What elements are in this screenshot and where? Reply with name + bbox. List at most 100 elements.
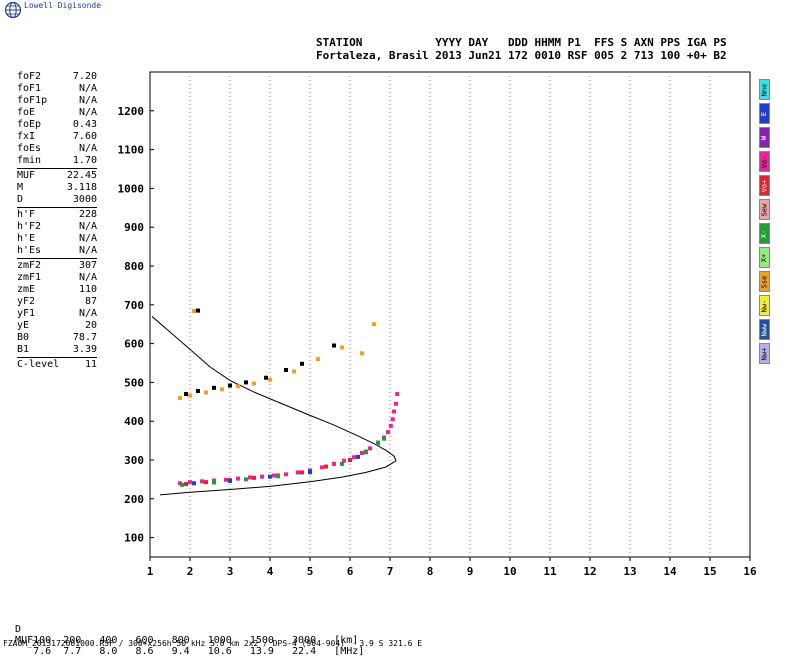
param-value: 0.43 [72, 119, 97, 130]
legend-tab[interactable]: Sse [759, 271, 770, 292]
legend-tab[interactable]: Vo+ [759, 175, 770, 196]
echo-point [184, 392, 188, 397]
legend-tab[interactable]: W [759, 127, 770, 148]
param-value: 22.45 [66, 170, 97, 181]
echo-point [342, 458, 346, 463]
param-row: zmE 110 [17, 284, 97, 296]
y-tick-label: 900 [124, 221, 144, 234]
param-row: foF1 N/A [17, 83, 97, 95]
param-row: yF1 N/A [17, 308, 97, 320]
param-label: foEs [17, 143, 42, 154]
distance-value: 800 [153, 635, 190, 646]
legend-tab[interactable]: X- [759, 223, 770, 244]
echo-point [394, 401, 398, 406]
echo-point [352, 455, 356, 460]
legend-tab-label: X- [760, 229, 769, 238]
legend-tab-label: X+ [760, 253, 769, 262]
distance-value: 200 [51, 635, 82, 646]
param-value: 78.7 [72, 332, 97, 343]
header-values: Fortaleza, Brasil 2013 Jun21 172 0010 RS… [316, 49, 727, 62]
param-row: foEp 0.43 [17, 119, 97, 131]
echo-point [192, 481, 196, 486]
x-tick-label: 13 [623, 565, 636, 578]
muf-label: MUF [15, 635, 34, 646]
y-tick-label: 800 [124, 260, 144, 273]
param-separator [17, 207, 97, 208]
echo-point [196, 308, 200, 313]
legend-tab[interactable]: Sew [759, 199, 770, 220]
echo-point [180, 482, 184, 487]
echo-point [395, 392, 400, 397]
echo-point [324, 464, 328, 469]
echo-point [228, 478, 232, 483]
echo-point [188, 480, 192, 485]
echo-point [252, 475, 256, 480]
param-label: foF2 [17, 71, 42, 82]
echo-point [368, 446, 372, 451]
param-label: zmF2 [17, 260, 42, 271]
distance-values: 100 200 400 600 800 1000 1500 3000 [km] [15, 635, 358, 646]
legend-tab[interactable]: Nne [759, 79, 770, 100]
legend-tab[interactable]: X+ [759, 247, 770, 268]
param-value: 7.20 [72, 71, 97, 82]
x-tick-label: 9 [467, 565, 474, 578]
y-tick-label: 1000 [118, 182, 145, 195]
echo-point [320, 465, 324, 470]
legend-tab[interactable]: Vo- [759, 151, 770, 172]
echo-point [340, 345, 344, 350]
param-label: yE [17, 320, 30, 331]
legend-tab[interactable]: Nw- [759, 295, 770, 316]
echo-point [332, 343, 336, 348]
param-value: 87 [84, 296, 97, 307]
echo-point [276, 474, 280, 479]
param-value: 11 [84, 359, 97, 370]
param-label: yF1 [17, 308, 36, 319]
echo-point [192, 309, 196, 314]
echo-point [272, 473, 276, 478]
param-label: zmF1 [17, 272, 42, 283]
echo-point [388, 423, 393, 428]
y-tick-label: 1200 [118, 105, 145, 118]
param-row: foF2 7.20 [17, 71, 97, 83]
param-label: fxI [17, 131, 36, 142]
echo-point [386, 430, 390, 435]
legend-tab[interactable]: Nw+ [759, 343, 770, 364]
echo-point [212, 385, 216, 390]
legend-tab-label: Nw+ [760, 347, 769, 360]
distance-value: 100 [15, 635, 52, 646]
legend-tab[interactable]: Nww [759, 319, 770, 340]
param-label: fmin [17, 155, 42, 166]
echo-point [236, 384, 240, 389]
param-label: B1 [17, 344, 30, 355]
param-separator [17, 357, 97, 358]
param-label: h'F [17, 209, 36, 220]
logo-text: Lowell Digisonde [24, 1, 102, 10]
param-row: C-level 11 [17, 359, 97, 371]
legend-tab-label: E [760, 111, 769, 116]
param-row: fxI 7.60 [17, 131, 97, 143]
param-row: fmin 1.70 [17, 155, 97, 167]
echo-point [340, 461, 344, 466]
param-label: C-level [17, 359, 60, 370]
param-row: foEs N/A [17, 143, 97, 155]
x-tick-label: 11 [543, 565, 557, 578]
param-value: N/A [78, 107, 97, 118]
param-label: foF1 [17, 83, 42, 94]
x-tick-label: 10 [503, 565, 516, 578]
echo-point [252, 381, 256, 386]
echo-point [260, 474, 264, 479]
echo-point [308, 469, 312, 474]
y-tick-label: 100 [124, 532, 144, 545]
param-row: h'F 228 [17, 209, 97, 221]
legend-tab-label: Nw- [760, 299, 769, 312]
y-tick-label: 600 [124, 338, 144, 351]
y-tick-label: 500 [124, 376, 144, 389]
x-tick-label: 15 [703, 565, 716, 578]
param-row: B1 3.39 [17, 344, 97, 356]
legend-tab[interactable]: E [759, 103, 770, 124]
param-row: M 3.118 [17, 182, 97, 194]
param-label: yF2 [17, 296, 36, 307]
distance-row: D 100 200 400 600 800 1000 1500 3000 [km… [3, 613, 358, 646]
param-value: N/A [78, 143, 97, 154]
plot-frame [149, 71, 751, 558]
